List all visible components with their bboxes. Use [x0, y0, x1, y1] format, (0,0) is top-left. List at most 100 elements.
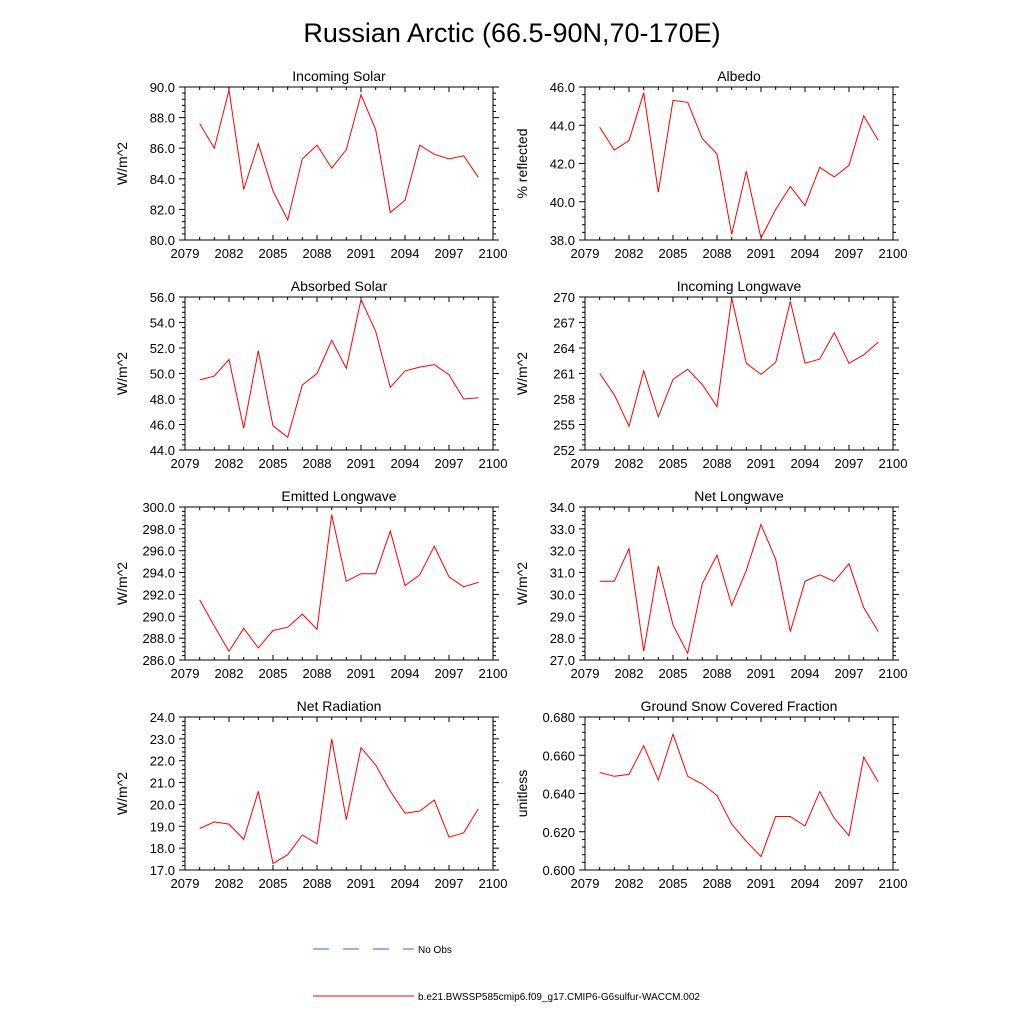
- y-tick-label: 44.0: [150, 443, 175, 458]
- panel-title: Incoming Longwave: [677, 278, 802, 294]
- y-tick-label: 252: [553, 443, 575, 458]
- y-tick-label: 86.0: [150, 141, 175, 156]
- x-tick-label: 2085: [659, 666, 688, 681]
- panel-title: Emitted Longwave: [281, 488, 396, 504]
- x-tick-label: 2088: [303, 456, 332, 471]
- y-axis-label: unitless: [514, 770, 530, 817]
- y-tick-label: 42.0: [550, 157, 575, 172]
- x-tick-label: 2079: [571, 876, 600, 891]
- plot-frame: [584, 296, 894, 451]
- series-line: [599, 523, 879, 655]
- x-tick-label: 2100: [879, 876, 908, 891]
- y-tick-label: 32.0: [550, 544, 575, 559]
- x-tick-label: 2079: [571, 246, 600, 261]
- x-tick-label: 2079: [571, 456, 600, 471]
- series-line: [199, 89, 479, 222]
- y-tick-label: 54.0: [150, 316, 175, 331]
- x-tick-label: 2097: [835, 456, 864, 471]
- y-tick-label: 18.0: [150, 841, 175, 856]
- series-line: [199, 298, 479, 439]
- x-tick-label: 2091: [747, 876, 776, 891]
- y-tick-label: 0.680: [542, 710, 575, 725]
- y-tick-label: 0.600: [542, 863, 575, 878]
- y-tick-label: 90.0: [150, 80, 175, 95]
- chart-panel: Albedo 2079 2082 2085 2088 2091 2094 2097 2100 38…: [514, 68, 907, 261]
- y-tick-label: 48.0: [150, 392, 175, 407]
- x-tick-label: 2097: [435, 666, 464, 681]
- x-tick-label: 2085: [659, 246, 688, 261]
- plot-frame: [584, 506, 894, 661]
- y-tick-label: 46.0: [150, 418, 175, 433]
- x-tick-label: 2097: [435, 876, 464, 891]
- panel-title: Incoming Solar: [292, 68, 386, 84]
- x-tick-label: 2094: [391, 246, 420, 261]
- x-tick-label: 2100: [879, 246, 908, 261]
- y-tick-label: 40.0: [550, 195, 575, 210]
- x-tick-label: 2082: [215, 456, 244, 471]
- x-tick-label: 2091: [347, 246, 376, 261]
- x-tick-label: 2085: [659, 456, 688, 471]
- series-line: [599, 732, 879, 858]
- x-tick-label: 2100: [879, 666, 908, 681]
- y-axis-label: W/m^2: [114, 352, 130, 395]
- plot-frame: [584, 86, 894, 241]
- y-tick-label: 0.640: [542, 787, 575, 802]
- x-tick-label: 2097: [835, 246, 864, 261]
- y-tick-label: 84.0: [150, 172, 175, 187]
- x-tick-label: 2094: [791, 456, 820, 471]
- chart-panel: Net Radiation 2079 2082 2085 2088 2091 2094 209…: [114, 698, 507, 891]
- y-axis-label: % reflected: [514, 128, 530, 198]
- y-tick-label: 56.0: [150, 290, 175, 305]
- y-tick-label: 258: [553, 392, 575, 407]
- x-tick-label: 2085: [259, 876, 288, 891]
- y-tick-label: 294.0: [142, 566, 175, 581]
- y-tick-label: 23.0: [150, 732, 175, 747]
- y-tick-label: 88.0: [150, 111, 175, 126]
- legend-obs-label: No Obs: [418, 945, 452, 956]
- x-tick-label: 2088: [703, 876, 732, 891]
- y-axis-label: W/m^2: [514, 562, 530, 605]
- x-tick-label: 2097: [435, 246, 464, 261]
- y-tick-label: 22.0: [150, 754, 175, 769]
- y-tick-label: 82.0: [150, 202, 175, 217]
- plot-frame: [184, 86, 494, 241]
- y-tick-label: 31.0: [550, 566, 575, 581]
- x-tick-label: 2088: [703, 246, 732, 261]
- x-tick-label: 2079: [171, 246, 200, 261]
- panels: Incoming Solar 2079 2082 2085 2088 2091 2094 20…: [114, 68, 907, 891]
- series-line: [599, 297, 879, 428]
- plot-frame: [184, 716, 494, 871]
- panel-title: Ground Snow Covered Fraction: [641, 698, 838, 714]
- x-tick-label: 2082: [215, 666, 244, 681]
- x-tick-label: 2085: [259, 246, 288, 261]
- chart-panel: Ground Snow Covered Fraction 2079 2082 2085…: [514, 698, 907, 891]
- y-axis-label: W/m^2: [114, 562, 130, 605]
- series-line: [199, 738, 479, 865]
- y-tick-label: 33.0: [550, 522, 575, 537]
- x-tick-label: 2091: [747, 666, 776, 681]
- y-tick-label: 29.0: [550, 609, 575, 624]
- x-tick-label: 2088: [303, 246, 332, 261]
- x-tick-label: 2082: [615, 456, 644, 471]
- x-tick-label: 2091: [347, 456, 376, 471]
- y-axis-label: W/m^2: [514, 352, 530, 395]
- y-tick-label: 17.0: [150, 863, 175, 878]
- x-tick-label: 2079: [571, 666, 600, 681]
- x-tick-label: 2091: [347, 876, 376, 891]
- y-tick-label: 21.0: [150, 776, 175, 791]
- x-tick-label: 2100: [479, 666, 508, 681]
- x-tick-label: 2100: [479, 876, 508, 891]
- y-tick-label: 290.0: [142, 609, 175, 624]
- x-tick-label: 2094: [391, 456, 420, 471]
- y-tick-label: 270: [553, 290, 575, 305]
- plot-frame: [184, 506, 494, 661]
- y-tick-label: 19.0: [150, 819, 175, 834]
- x-tick-label: 2091: [347, 666, 376, 681]
- x-tick-label: 2085: [259, 456, 288, 471]
- x-tick-label: 2094: [391, 876, 420, 891]
- x-tick-label: 2082: [615, 876, 644, 891]
- y-tick-label: 80.0: [150, 233, 175, 248]
- y-tick-label: 44.0: [550, 118, 575, 133]
- x-tick-label: 2082: [215, 246, 244, 261]
- y-tick-label: 296.0: [142, 544, 175, 559]
